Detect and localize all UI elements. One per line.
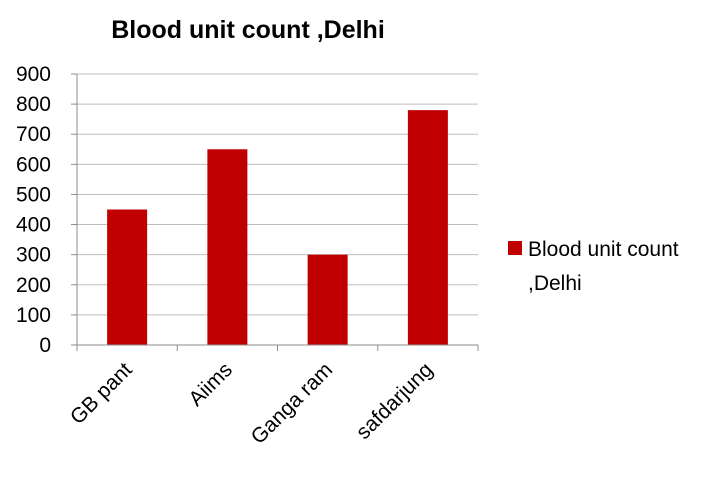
axes [76, 74, 479, 351]
y-tick-label: 900 [16, 63, 51, 86]
bar [307, 254, 348, 345]
y-tick-label: 200 [16, 274, 51, 297]
y-tick-label: 400 [16, 214, 51, 237]
bars [107, 110, 448, 345]
legend-label-line-2: ,Delhi [528, 272, 582, 295]
legend-swatch [508, 241, 522, 255]
legend: Blood unit count ,Delhi [508, 238, 679, 295]
y-tick-label: 100 [16, 304, 51, 327]
bar [107, 209, 148, 345]
y-tick-label: 500 [16, 183, 51, 206]
y-tick-label: 800 [16, 93, 51, 116]
y-tick-label: 700 [16, 123, 51, 146]
x-category-label: safdarjung [352, 358, 438, 444]
legend-label-line-1: Blood unit count [528, 238, 679, 261]
x-category-label: Ganga ram [247, 358, 338, 449]
y-tick-label: 300 [16, 244, 51, 267]
bar [207, 149, 248, 345]
x-category-label: Aiims [184, 358, 237, 411]
y-axis-ticks: 0 100 200 300 400 500 600 700 800 900 [16, 63, 77, 357]
y-tick-label: 0 [39, 334, 51, 357]
x-axis-categories: GB pant Aiims Ganga ram safdarjung [66, 358, 438, 449]
x-category-label: GB pant [66, 358, 137, 429]
chart-title: Blood unit count ,Delhi [111, 16, 385, 44]
y-tick-label: 600 [16, 153, 51, 176]
bar [407, 110, 448, 345]
